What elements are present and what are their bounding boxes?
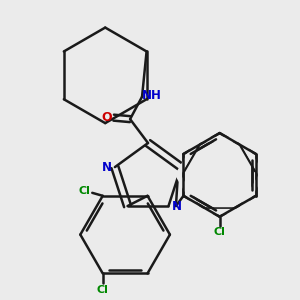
Text: Cl: Cl xyxy=(97,284,109,295)
Text: Cl: Cl xyxy=(79,186,91,196)
Text: NH: NH xyxy=(142,89,161,102)
Text: O: O xyxy=(102,111,112,124)
Text: Cl: Cl xyxy=(214,227,226,237)
Text: N: N xyxy=(101,160,112,174)
Text: N: N xyxy=(172,200,182,213)
